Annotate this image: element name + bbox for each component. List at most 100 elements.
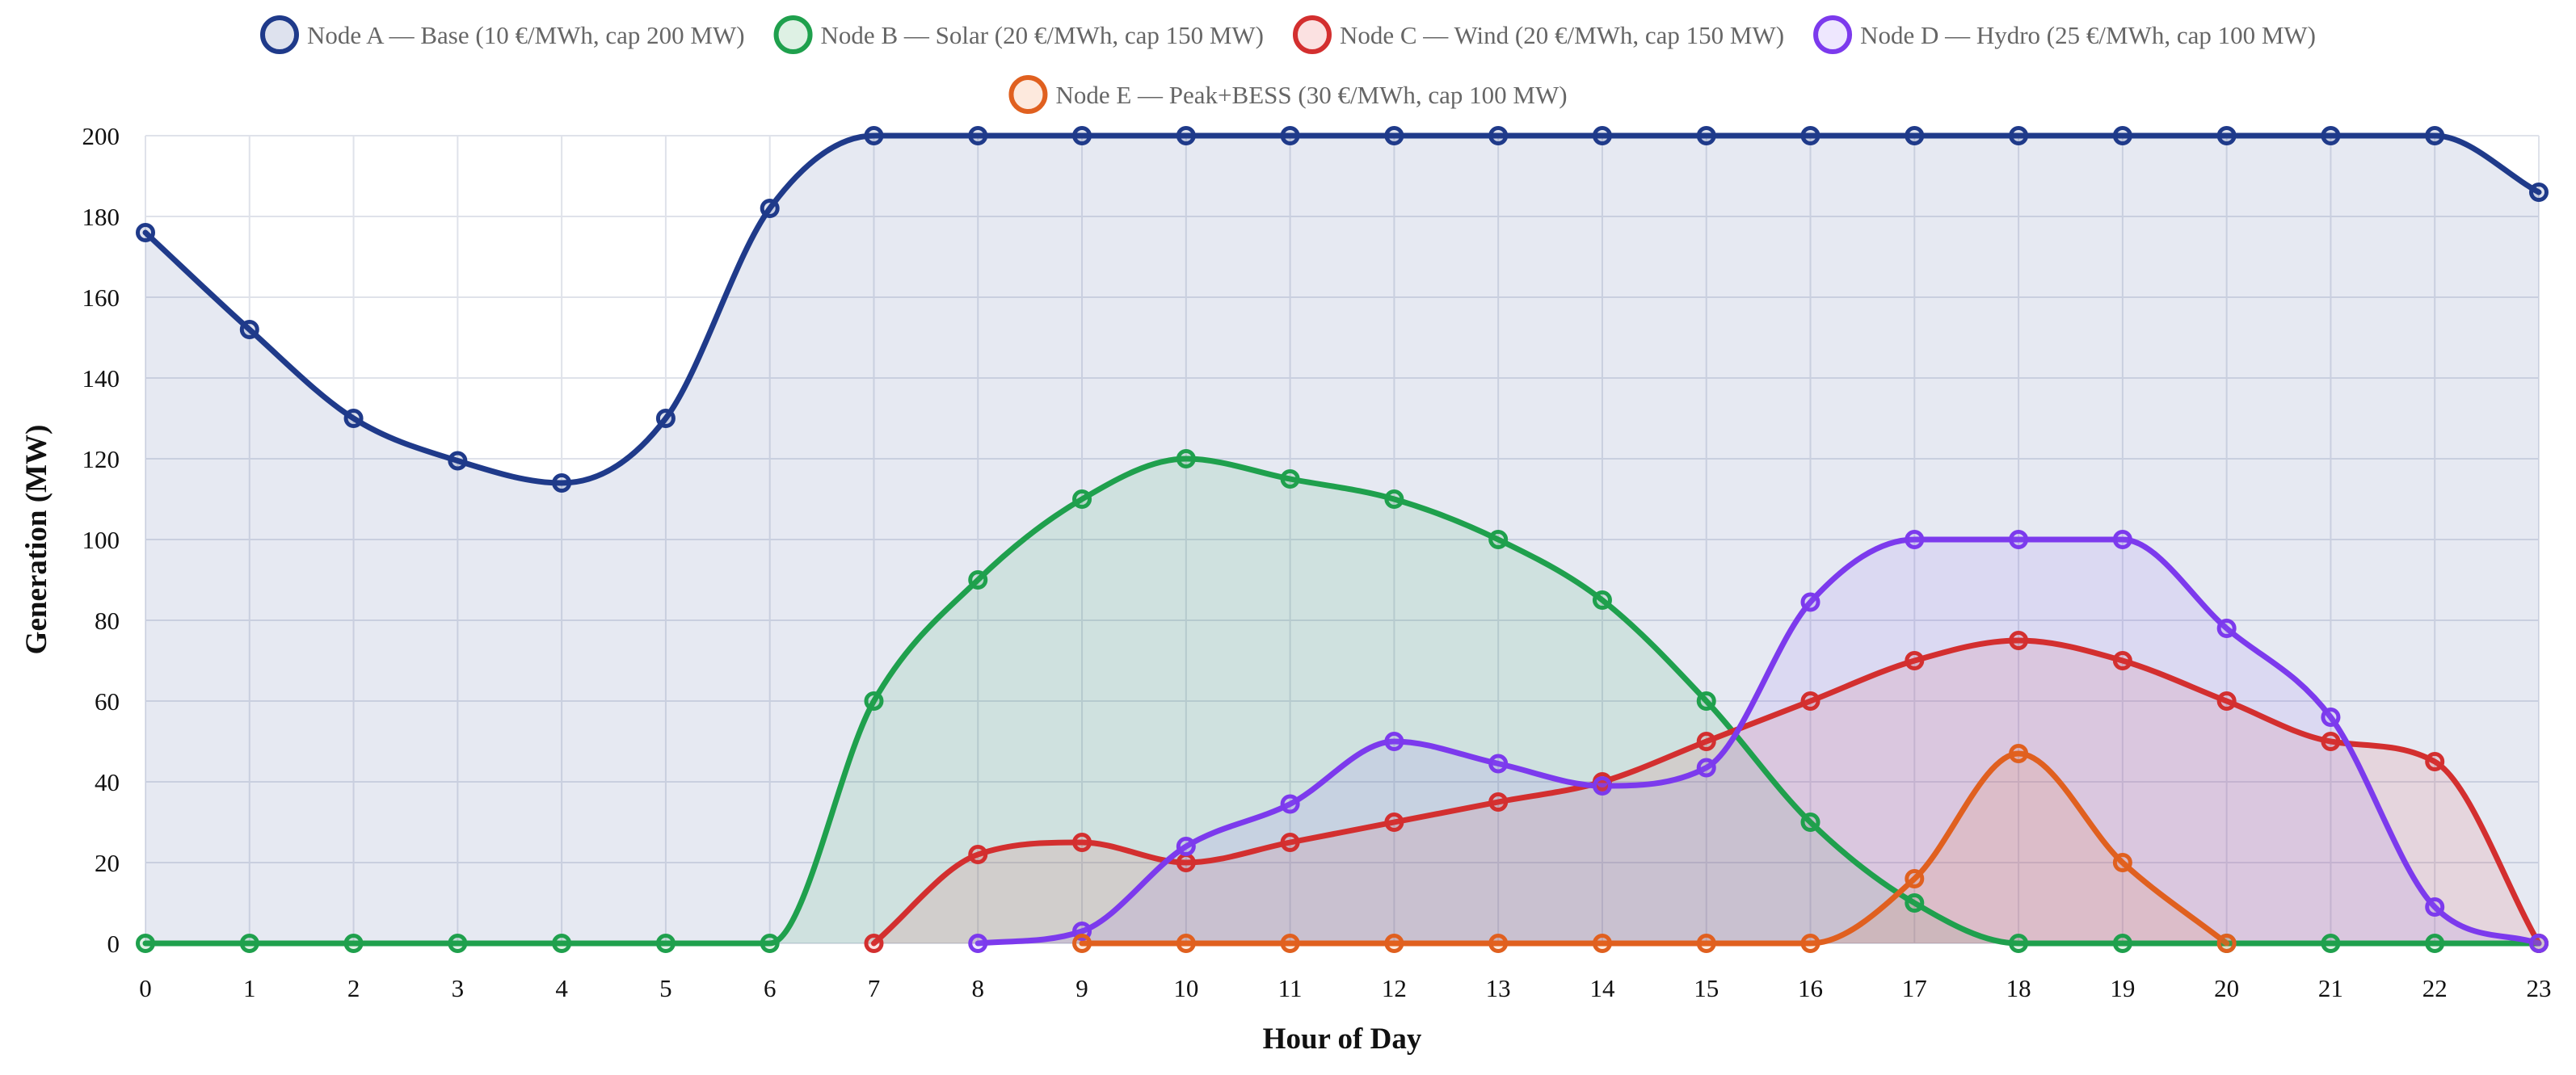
data-point[interactable] [1905,869,1925,888]
data-point[interactable] [1280,934,1300,953]
legend-item[interactable]: Node B — Solar (20 €/MWh, cap 150 MW) [773,15,1264,54]
data-point[interactable] [2529,934,2549,953]
data-point[interactable] [2216,126,2237,145]
data-point[interactable] [1072,126,1092,145]
data-point[interactable] [552,934,572,953]
data-point[interactable] [1280,833,1300,852]
data-point[interactable] [1280,794,1300,814]
data-point[interactable] [2216,619,2237,638]
data-point[interactable] [1800,691,1820,711]
data-point[interactable] [239,934,259,953]
data-point[interactable] [1488,792,1509,812]
data-point[interactable] [1176,449,1196,468]
data-point[interactable] [1488,126,1509,145]
data-point[interactable] [2009,744,2029,763]
legend-label: Node E — Peak+BESS (30 €/MWh, cap 100 MW… [1055,81,1567,109]
data-point[interactable] [1384,732,1404,751]
data-point[interactable] [2425,752,2445,771]
data-point[interactable] [1592,776,1612,796]
data-point[interactable] [2216,691,2237,711]
data-point[interactable] [1800,126,1820,145]
data-point[interactable] [1384,126,1404,145]
data-point[interactable] [1384,813,1404,832]
data-point[interactable] [1072,489,1092,509]
data-point[interactable] [2009,530,2029,549]
data-point[interactable] [760,934,780,953]
data-point[interactable] [1488,530,1509,549]
data-point[interactable] [1280,469,1300,489]
data-point[interactable] [343,409,364,428]
data-point[interactable] [1384,489,1404,509]
data-point[interactable] [1176,126,1196,145]
data-point[interactable] [1905,651,1925,670]
data-point[interactable] [136,223,155,242]
data-point[interactable] [239,320,259,339]
legend-item[interactable]: Node D — Hydro (25 €/MWh, cap 100 MW) [1813,15,2316,54]
data-point[interactable] [1072,934,1092,953]
legend-swatch [1008,75,1048,114]
data-point[interactable] [655,934,676,953]
data-point[interactable] [2425,934,2445,953]
data-point[interactable] [1696,691,1716,711]
data-point[interactable] [1905,530,1925,549]
data-point[interactable] [1800,934,1820,953]
data-point[interactable] [2321,934,2341,953]
legend-swatch [1813,15,1853,54]
data-point[interactable] [2009,934,2029,953]
legend-item[interactable]: Node E — Peak+BESS (30 €/MWh, cap 100 MW… [1008,75,1568,114]
data-point[interactable] [1800,592,1820,612]
data-point[interactable] [2112,853,2132,872]
data-point[interactable] [2425,897,2445,917]
data-point[interactable] [2321,708,2341,727]
data-point[interactable] [864,126,884,145]
data-point[interactable] [1176,837,1196,856]
x-tick-label: 14 [1589,974,1615,1002]
data-point[interactable] [2112,934,2132,953]
data-point[interactable] [864,934,884,953]
data-point[interactable] [343,934,364,953]
data-point[interactable] [655,409,676,428]
data-point[interactable] [2425,126,2445,145]
data-point[interactable] [2112,126,2132,145]
data-point[interactable] [1905,893,1925,913]
legend-item[interactable]: Node C — Wind (20 €/MWh, cap 150 MW) [1292,15,1784,54]
x-tick-label: 13 [1486,974,1511,1002]
series-area-2 [873,640,2539,943]
data-point[interactable] [2009,126,2029,145]
data-point[interactable] [1592,590,1612,610]
data-point[interactable] [760,199,780,218]
data-point[interactable] [968,126,988,145]
data-point[interactable] [2529,183,2549,202]
data-point[interactable] [1696,732,1716,751]
data-point[interactable] [1384,934,1404,953]
data-point[interactable] [2112,530,2132,549]
data-point[interactable] [1905,126,1925,145]
legend-item[interactable]: Node A — Base (10 €/MWh, cap 200 MW) [260,15,745,54]
data-point[interactable] [1592,934,1612,953]
data-point[interactable] [1800,813,1820,832]
data-point[interactable] [2321,732,2341,751]
data-point[interactable] [2321,126,2341,145]
data-point[interactable] [1072,833,1092,852]
data-point[interactable] [864,691,884,711]
data-point[interactable] [1592,126,1612,145]
data-point[interactable] [1696,934,1716,953]
data-point[interactable] [1696,758,1716,778]
data-point[interactable] [136,934,155,953]
data-point[interactable] [1696,126,1716,145]
data-point[interactable] [968,570,988,590]
data-point[interactable] [448,934,468,953]
series-line-3 [974,536,2542,947]
data-point[interactable] [448,451,468,471]
data-point[interactable] [968,845,988,864]
data-point[interactable] [1488,934,1509,953]
data-point[interactable] [1176,934,1196,953]
data-point[interactable] [1488,754,1509,774]
data-point[interactable] [552,473,572,493]
data-point[interactable] [1280,126,1300,145]
data-point[interactable] [968,934,988,953]
data-point[interactable] [2009,631,2029,650]
data-point[interactable] [2216,934,2237,953]
data-point[interactable] [2112,651,2132,670]
data-point[interactable] [1176,853,1196,872]
